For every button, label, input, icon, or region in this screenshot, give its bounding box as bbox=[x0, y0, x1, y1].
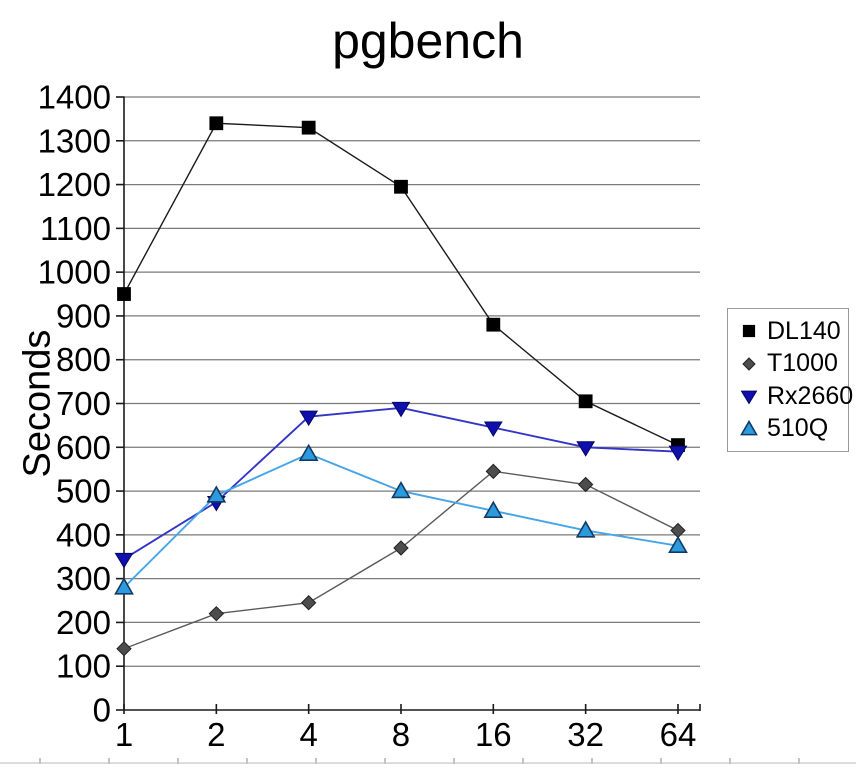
diamond-marker bbox=[116, 640, 132, 657]
series-line bbox=[123, 122, 679, 446]
series-line bbox=[123, 452, 679, 589]
triangle-up-marker bbox=[206, 485, 227, 503]
square-marker bbox=[394, 179, 408, 194]
chart-title: pgbench bbox=[332, 13, 524, 69]
triangle-down-marker bbox=[576, 441, 596, 457]
series-510q bbox=[114, 443, 688, 595]
ruler-tick bbox=[591, 758, 593, 764]
y-tick-label: 600 bbox=[56, 429, 111, 466]
x-tick-label: 4 bbox=[299, 716, 317, 753]
ruler-line bbox=[0, 762, 856, 764]
triangle-up-marker bbox=[740, 419, 758, 436]
ruler-tick bbox=[729, 758, 731, 764]
diamond-marker bbox=[485, 463, 502, 480]
y-tick-label: 300 bbox=[56, 560, 111, 597]
triangle-down-marker bbox=[391, 401, 411, 418]
ruler-tick bbox=[660, 758, 662, 764]
legend-item-label: DL140 bbox=[767, 316, 841, 345]
legend-item-label: T1000 bbox=[767, 349, 838, 378]
y-tick-label: 700 bbox=[56, 385, 111, 422]
square-marker bbox=[209, 116, 224, 131]
y-tick-label: 200 bbox=[56, 604, 111, 641]
y-tick-label: 1100 bbox=[40, 210, 111, 247]
triangle-down-marker bbox=[668, 445, 688, 462]
diamond-icon bbox=[742, 357, 756, 371]
triangle-up-marker bbox=[298, 443, 319, 462]
diamond-marker bbox=[393, 540, 409, 556]
x-tick-label: 64 bbox=[660, 716, 697, 753]
square-marker bbox=[301, 120, 316, 135]
x-tick-label: 32 bbox=[567, 716, 604, 753]
legend-item-dl140: DL140 bbox=[740, 316, 848, 345]
square-marker bbox=[117, 287, 131, 301]
y-tick-label: 400 bbox=[56, 516, 111, 553]
y-tick-label: 1200 bbox=[38, 166, 111, 203]
y-gridlines bbox=[124, 96, 700, 667]
triangle-down-icon bbox=[740, 390, 758, 405]
ruler-tick bbox=[522, 758, 524, 764]
legend-item-510q: 510Q bbox=[740, 416, 848, 441]
ruler-tick bbox=[246, 758, 248, 764]
triangle-up-marker bbox=[114, 577, 134, 595]
x-tick-label: 16 bbox=[475, 716, 512, 753]
ruler-tick bbox=[453, 758, 455, 764]
diamond-marker bbox=[300, 595, 317, 611]
y-tick-label: 900 bbox=[56, 297, 111, 334]
series-dl140 bbox=[117, 116, 685, 452]
y-tick-label: 0 bbox=[93, 692, 111, 729]
triangle-down-marker bbox=[114, 552, 134, 569]
ruler-tick bbox=[384, 758, 386, 764]
diamond-marker bbox=[208, 605, 225, 622]
square-marker bbox=[486, 317, 501, 332]
legend-item-rx2660: Rx2660 bbox=[740, 383, 853, 409]
triangle-up-marker bbox=[575, 520, 596, 538]
diamond-marker bbox=[577, 476, 594, 493]
axes bbox=[116, 96, 701, 714]
y-tick-label: 1000 bbox=[38, 254, 111, 291]
ruler-tick bbox=[39, 758, 41, 764]
square-marker bbox=[578, 394, 593, 409]
series-t1000 bbox=[116, 463, 686, 657]
triangle-up-marker bbox=[483, 500, 504, 518]
legend-item-label: 510Q bbox=[767, 414, 829, 443]
y-tick-label: 500 bbox=[56, 473, 111, 510]
triangle-down-marker bbox=[740, 390, 758, 405]
triangle-up-icon bbox=[740, 419, 758, 436]
ruler-tick bbox=[798, 758, 800, 764]
bottom-edge-ruler bbox=[0, 757, 856, 768]
ruler-tick bbox=[108, 758, 110, 764]
ruler-tick bbox=[177, 758, 179, 764]
diamond-marker bbox=[742, 357, 756, 371]
x-tick-label: 1 bbox=[115, 716, 133, 753]
legend: DL140 T1000 Rx2660 510Q bbox=[727, 308, 853, 452]
legend-item-label: Rx2660 bbox=[767, 381, 854, 410]
triangle-up-marker bbox=[391, 480, 411, 499]
y-tick-label: 1300 bbox=[38, 122, 111, 159]
y-tick-labels: 0 100 200 300 400 500 600 700 800 900 1000 1100 1200… bbox=[38, 79, 111, 729]
y-tick-label: 100 bbox=[56, 648, 111, 685]
y-tick-label: 1400 bbox=[38, 79, 111, 116]
triangle-down-marker bbox=[483, 421, 503, 438]
square-marker bbox=[742, 325, 756, 338]
ruler-tick bbox=[315, 758, 317, 764]
square-icon bbox=[742, 325, 756, 338]
legend-item-t1000: T1000 bbox=[740, 351, 848, 376]
triangle-up-marker bbox=[668, 535, 688, 553]
triangle-down-marker bbox=[299, 410, 319, 427]
x-tick-label: 8 bbox=[392, 716, 410, 753]
y-tick-label: 800 bbox=[56, 341, 111, 378]
x-tick-label: 2 bbox=[207, 716, 225, 753]
x-tick-labels: 1 2 4 8 16 32 64 bbox=[115, 716, 697, 753]
